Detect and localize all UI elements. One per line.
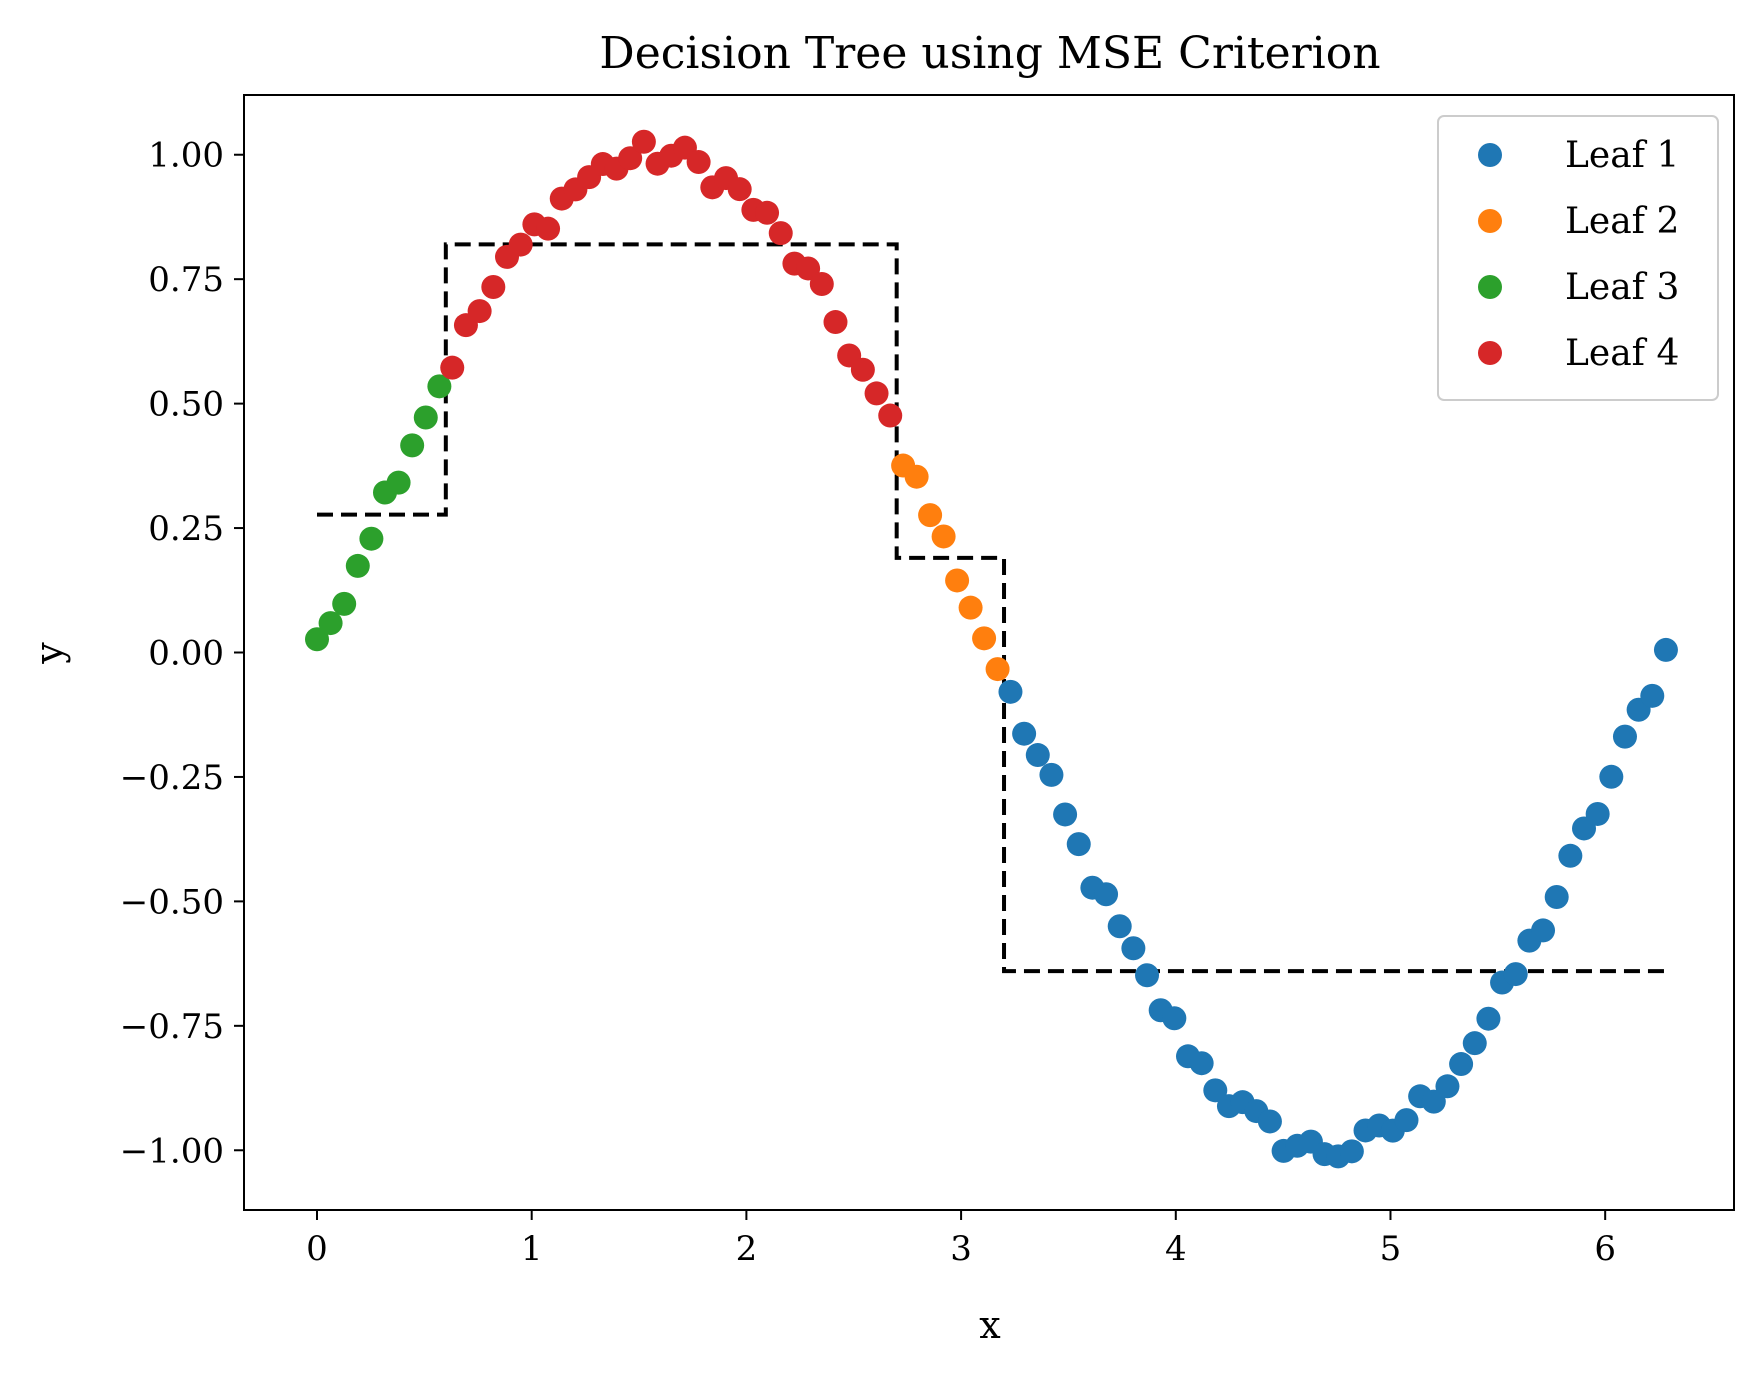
point-leaf-1 (1053, 802, 1078, 827)
point-leaf-2 (931, 524, 956, 549)
y-tick-label: 1.00 (148, 136, 224, 176)
point-leaf-1 (1435, 1074, 1460, 1099)
point-leaf-1 (998, 679, 1023, 704)
x-tick-label: 1 (521, 1229, 543, 1269)
point-leaf-1 (1339, 1139, 1364, 1164)
point-leaf-1 (1462, 1031, 1487, 1056)
legend-label-leaf-1: Leaf 1 (1565, 135, 1679, 176)
point-leaf-1 (1025, 743, 1050, 768)
point-leaf-1 (1012, 721, 1037, 746)
y-tick-label: −0.75 (120, 1007, 224, 1047)
point-leaf-2 (958, 595, 983, 620)
x-axis-ticks: 0 1 2 3 4 5 6 (306, 1210, 1616, 1269)
point-leaf-4 (864, 381, 889, 406)
point-leaf-4 (823, 310, 848, 335)
x-axis-label: x (979, 1303, 1000, 1347)
legend-label-leaf-4: Leaf 4 (1565, 333, 1679, 374)
x-tick-label: 5 (1380, 1229, 1402, 1269)
point-leaf-4 (727, 177, 752, 202)
point-leaf-1 (1653, 637, 1678, 662)
point-leaf-2 (904, 464, 929, 489)
point-leaf-4 (508, 232, 533, 257)
legend: Leaf 1 Leaf 2 Leaf 3 Leaf 4 (1437, 115, 1719, 401)
point-leaf-4 (686, 150, 711, 175)
prediction-step-line (316, 242, 1666, 974)
point-leaf-1 (1640, 683, 1665, 708)
point-leaf-1 (1066, 832, 1091, 857)
point-leaf-1 (1585, 801, 1610, 826)
point-leaf-1 (1189, 1051, 1214, 1076)
point-leaf-1 (1612, 724, 1637, 749)
point-leaf-4 (809, 271, 834, 296)
point-leaf-4 (481, 274, 506, 299)
point-leaf-1 (1107, 914, 1132, 939)
point-leaf-4 (768, 221, 793, 246)
point-leaf-3 (304, 627, 329, 652)
point-leaf-1 (1135, 963, 1160, 988)
x-tick-label: 2 (736, 1229, 758, 1269)
point-leaf-1 (1394, 1108, 1419, 1133)
y-axis-ticks: 1.00 0.75 0.50 0.25 0.00 −0.25 −0.50 −0.75 −1.00 (120, 136, 244, 1171)
point-leaf-4 (618, 146, 643, 171)
point-leaf-4 (631, 129, 656, 154)
point-leaf-1 (1421, 1089, 1446, 1114)
data-points (304, 129, 1678, 1169)
point-leaf-1 (1599, 764, 1624, 789)
point-leaf-1 (1039, 762, 1064, 787)
y-tick-label: 0.50 (148, 385, 224, 425)
point-leaf-3 (427, 374, 452, 399)
prediction-step-path (316, 242, 1666, 974)
point-leaf-1 (1503, 962, 1528, 987)
x-tick-label: 6 (1594, 1229, 1616, 1269)
point-leaf-1 (1094, 882, 1119, 907)
point-leaf-1 (1531, 918, 1556, 943)
legend-label-leaf-3: Leaf 3 (1565, 267, 1679, 308)
legend-marker-leaf-1 (1478, 143, 1502, 167)
point-leaf-3 (345, 553, 370, 578)
point-leaf-4 (850, 357, 875, 382)
point-leaf-3 (386, 470, 411, 495)
point-leaf-3 (359, 526, 384, 551)
legend-label-leaf-2: Leaf 2 (1565, 201, 1679, 242)
legend-marker-leaf-2 (1478, 209, 1502, 233)
point-leaf-3 (413, 405, 438, 430)
y-tick-label: 0.75 (148, 260, 224, 300)
point-leaf-2 (985, 657, 1010, 682)
point-leaf-4 (536, 216, 561, 241)
point-leaf-4 (467, 299, 492, 324)
legend-marker-leaf-3 (1478, 275, 1502, 299)
point-leaf-1 (1476, 1006, 1501, 1031)
point-leaf-4 (755, 200, 780, 225)
point-leaf-1 (1162, 1006, 1187, 1031)
y-tick-label: 0.00 (148, 634, 224, 674)
point-leaf-4 (440, 355, 465, 380)
point-leaf-1 (1121, 936, 1146, 961)
legend-marker-leaf-4 (1478, 341, 1502, 365)
point-leaf-2 (945, 568, 970, 593)
point-leaf-1 (1203, 1078, 1228, 1103)
y-tick-label: −0.50 (120, 882, 224, 922)
point-leaf-1 (1558, 843, 1583, 868)
y-tick-label: 0.25 (148, 509, 224, 549)
point-leaf-1 (1449, 1052, 1474, 1077)
y-tick-label: −0.25 (120, 758, 224, 798)
point-leaf-2 (918, 503, 943, 528)
point-leaf-1 (1257, 1109, 1282, 1134)
point-leaf-4 (796, 256, 821, 281)
x-tick-label: 0 (306, 1229, 328, 1269)
x-tick-label: 3 (950, 1229, 972, 1269)
chart-title: Decision Tree using MSE Criterion (599, 28, 1380, 79)
point-leaf-3 (332, 591, 357, 616)
y-tick-label: −1.00 (120, 1131, 224, 1171)
point-leaf-3 (400, 433, 425, 458)
point-leaf-3 (318, 611, 343, 636)
y-axis-label: y (27, 642, 71, 665)
point-leaf-4 (878, 403, 903, 428)
point-leaf-1 (1544, 884, 1569, 909)
legend-box (1437, 115, 1719, 401)
x-tick-label: 4 (1165, 1229, 1187, 1269)
point-leaf-2 (972, 626, 997, 651)
